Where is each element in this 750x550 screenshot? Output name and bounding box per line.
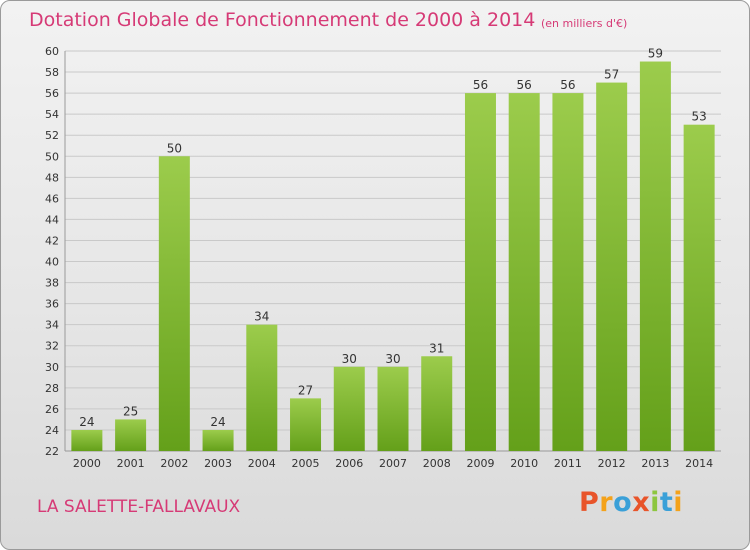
- y-tick-label: 36: [45, 298, 59, 311]
- bar: [246, 324, 278, 451]
- x-tick-label: 2002: [160, 457, 188, 470]
- bar: [552, 93, 584, 452]
- x-tick-label: 2009: [466, 457, 494, 470]
- data-label: 30: [342, 352, 357, 366]
- data-label: 24: [210, 415, 225, 429]
- data-labels: 24 25 50 24 34 27 30 30 31 56 56 56 57 59 53: [79, 47, 707, 429]
- data-label: 24: [79, 415, 94, 429]
- logo-letter: r: [599, 487, 614, 518]
- y-tick-label: 60: [45, 45, 59, 58]
- bar: [333, 366, 365, 451]
- bar: [464, 93, 496, 452]
- data-label: 31: [429, 341, 444, 355]
- y-tick-label: 28: [45, 382, 59, 395]
- data-label: 56: [473, 78, 488, 92]
- y-tick-label: 56: [45, 87, 59, 100]
- data-label: 27: [298, 383, 313, 397]
- logo-letter: i: [673, 487, 684, 518]
- y-tick-label: 26: [45, 403, 59, 416]
- commune-name: LA SALETTE-FALLAVAUX: [37, 497, 241, 517]
- logo-letter: x: [632, 487, 651, 518]
- x-tick-label: 2005: [292, 457, 320, 470]
- y-tick-label: 58: [45, 66, 59, 79]
- y-tick-label: 54: [45, 108, 59, 121]
- y-tick-label: 48: [45, 171, 59, 184]
- x-tick-label: 2007: [379, 457, 407, 470]
- chart-subtitle: (en milliers d'€): [541, 17, 628, 30]
- x-tick-label: 2014: [685, 457, 713, 470]
- y-tick-label: 52: [45, 129, 59, 142]
- y-tick-label: 32: [45, 340, 59, 353]
- data-label: 25: [123, 404, 138, 418]
- data-label: 56: [517, 78, 532, 92]
- bar: [683, 124, 715, 452]
- x-tick-label: 2012: [598, 457, 626, 470]
- y-tick-label: 42: [45, 234, 59, 247]
- bar: [508, 93, 540, 452]
- x-tick-label: 2008: [423, 457, 451, 470]
- data-label: 59: [648, 47, 663, 61]
- bars: [71, 61, 715, 452]
- bar: [115, 419, 147, 451]
- x-tick-label: 2010: [510, 457, 538, 470]
- logo-letter: o: [613, 487, 633, 518]
- logo-letter: t: [659, 487, 674, 518]
- x-tick-label: 2011: [554, 457, 582, 470]
- y-tick-label: 24: [45, 424, 59, 437]
- x-tick-label: 2001: [117, 457, 145, 470]
- y-tick-label: 38: [45, 277, 59, 290]
- data-label: 34: [254, 310, 269, 324]
- y-tick-label: 22: [45, 445, 59, 458]
- data-label: 56: [560, 78, 575, 92]
- y-tick-label: 50: [45, 150, 59, 163]
- x-tick-label: 2006: [335, 457, 363, 470]
- y-tick-label: 34: [45, 319, 59, 332]
- bar: [596, 82, 628, 451]
- bar: [158, 156, 190, 451]
- x-axis-ticks: 2000 2001 2002 2003 2004 2005 2006 2007 2008 2009…: [73, 457, 713, 470]
- bar: [71, 429, 103, 451]
- bar: [639, 61, 671, 452]
- chart-title: Dotation Globale de Fonctionnement de 20…: [29, 9, 536, 31]
- x-tick-label: 2003: [204, 457, 232, 470]
- x-tick-label: 2000: [73, 457, 101, 470]
- bar: [202, 429, 234, 451]
- logo-letter: P: [579, 487, 600, 518]
- x-tick-label: 2013: [641, 457, 669, 470]
- x-tick-label: 2004: [248, 457, 276, 470]
- data-label: 53: [691, 110, 706, 124]
- data-label: 30: [385, 352, 400, 366]
- bar: [290, 398, 322, 451]
- y-tick-label: 46: [45, 192, 59, 205]
- data-label: 50: [167, 141, 182, 155]
- logo-letter: i: [650, 487, 660, 518]
- y-tick-label: 40: [45, 256, 59, 269]
- y-tick-label: 30: [45, 361, 59, 374]
- y-axis-ticks: 22 24 26 28 30 32 34 36 38 40 42 44 46 48 50 52 54 56 58 60: [45, 45, 59, 458]
- data-label: 57: [604, 68, 619, 82]
- y-tick-label: 44: [45, 213, 59, 226]
- bar: [421, 356, 453, 451]
- proxiti-logo[interactable]: Proxiti: [579, 487, 683, 518]
- bar: [377, 366, 409, 451]
